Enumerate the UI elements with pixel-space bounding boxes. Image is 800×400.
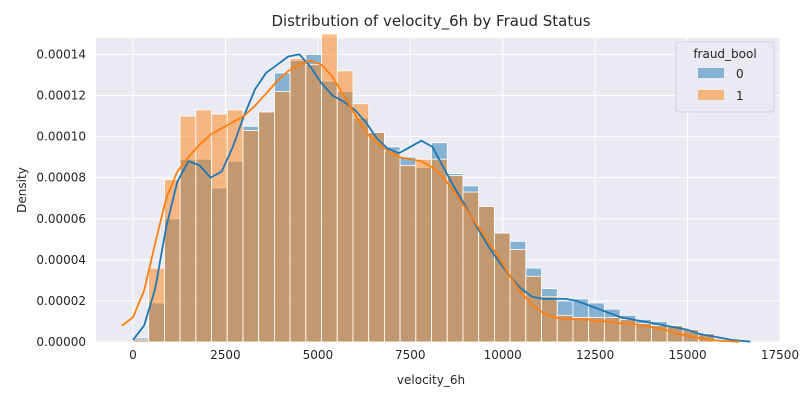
y-tick-label: 0.00012 <box>36 89 86 103</box>
bar-series-1 <box>305 64 322 343</box>
legend-title: fraud_bool <box>693 47 756 61</box>
y-ticks: 0.00000 0.00002 0.00004 0.00006 0.00008 0.000… <box>36 47 86 349</box>
x-tick-label: 2500 <box>210 348 241 362</box>
bar-series-1 <box>289 58 307 343</box>
bar-series-1 <box>431 158 448 343</box>
x-tick-label: 17500 <box>761 348 799 362</box>
legend-label-1: 1 <box>736 89 744 103</box>
x-tick-label: 7500 <box>395 348 426 362</box>
bar-series-1 <box>258 111 275 343</box>
bar-series-1 <box>368 132 385 343</box>
kde-line-0 <box>132 53 751 343</box>
legend-swatch-0 <box>698 68 724 78</box>
legend-swatch-1 <box>698 90 724 100</box>
bar-series-1 <box>541 296 558 343</box>
bar-series-1 <box>211 113 228 343</box>
bar-series-1 <box>572 316 590 343</box>
x-tick-label: 12500 <box>576 348 614 362</box>
bar-series-1 <box>478 206 495 343</box>
x-tick-label: 0 <box>129 348 137 362</box>
bar-series-1 <box>273 91 291 343</box>
y-tick-label: 0.00010 <box>36 130 86 144</box>
kde-lines <box>121 53 751 343</box>
x-ticks: 0 2500 5000 7500 10000 12500 15000 17500 <box>129 348 799 362</box>
chart-title: Distribution of velocity_6h by Fraud Sta… <box>271 12 590 31</box>
bar-series-1 <box>352 103 370 343</box>
bar-series-1 <box>195 109 212 343</box>
x-tick-label: 5000 <box>303 348 334 362</box>
bar-series-1 <box>226 109 244 343</box>
y-tick-label: 0.00008 <box>36 171 86 185</box>
y-tick-label: 0.00000 <box>36 335 86 349</box>
bar-series-1 <box>336 70 354 343</box>
bar-series-1 <box>399 164 417 343</box>
bar-series-1 <box>415 158 432 343</box>
x-tick-label: 15000 <box>668 348 706 362</box>
bar-series-1 <box>383 150 401 343</box>
kde-line-1 <box>121 59 740 343</box>
y-tick-label: 0.00002 <box>36 294 86 308</box>
bar-series-1 <box>493 232 511 343</box>
bar-series-1 <box>132 339 150 343</box>
x-axis-label: velocity_6h <box>397 373 465 387</box>
y-tick-label: 0.00006 <box>36 212 86 226</box>
bar-series-1 <box>242 130 260 343</box>
y-tick-label: 0.00014 <box>36 47 86 61</box>
y-tick-label: 0.00004 <box>36 253 86 267</box>
y-axis-label: Density <box>15 167 29 213</box>
x-tick-label: 10000 <box>484 348 522 362</box>
legend-label-0: 0 <box>736 67 744 81</box>
legend: fraud_bool 0 1 <box>675 41 775 113</box>
bar-series-1 <box>179 115 197 343</box>
